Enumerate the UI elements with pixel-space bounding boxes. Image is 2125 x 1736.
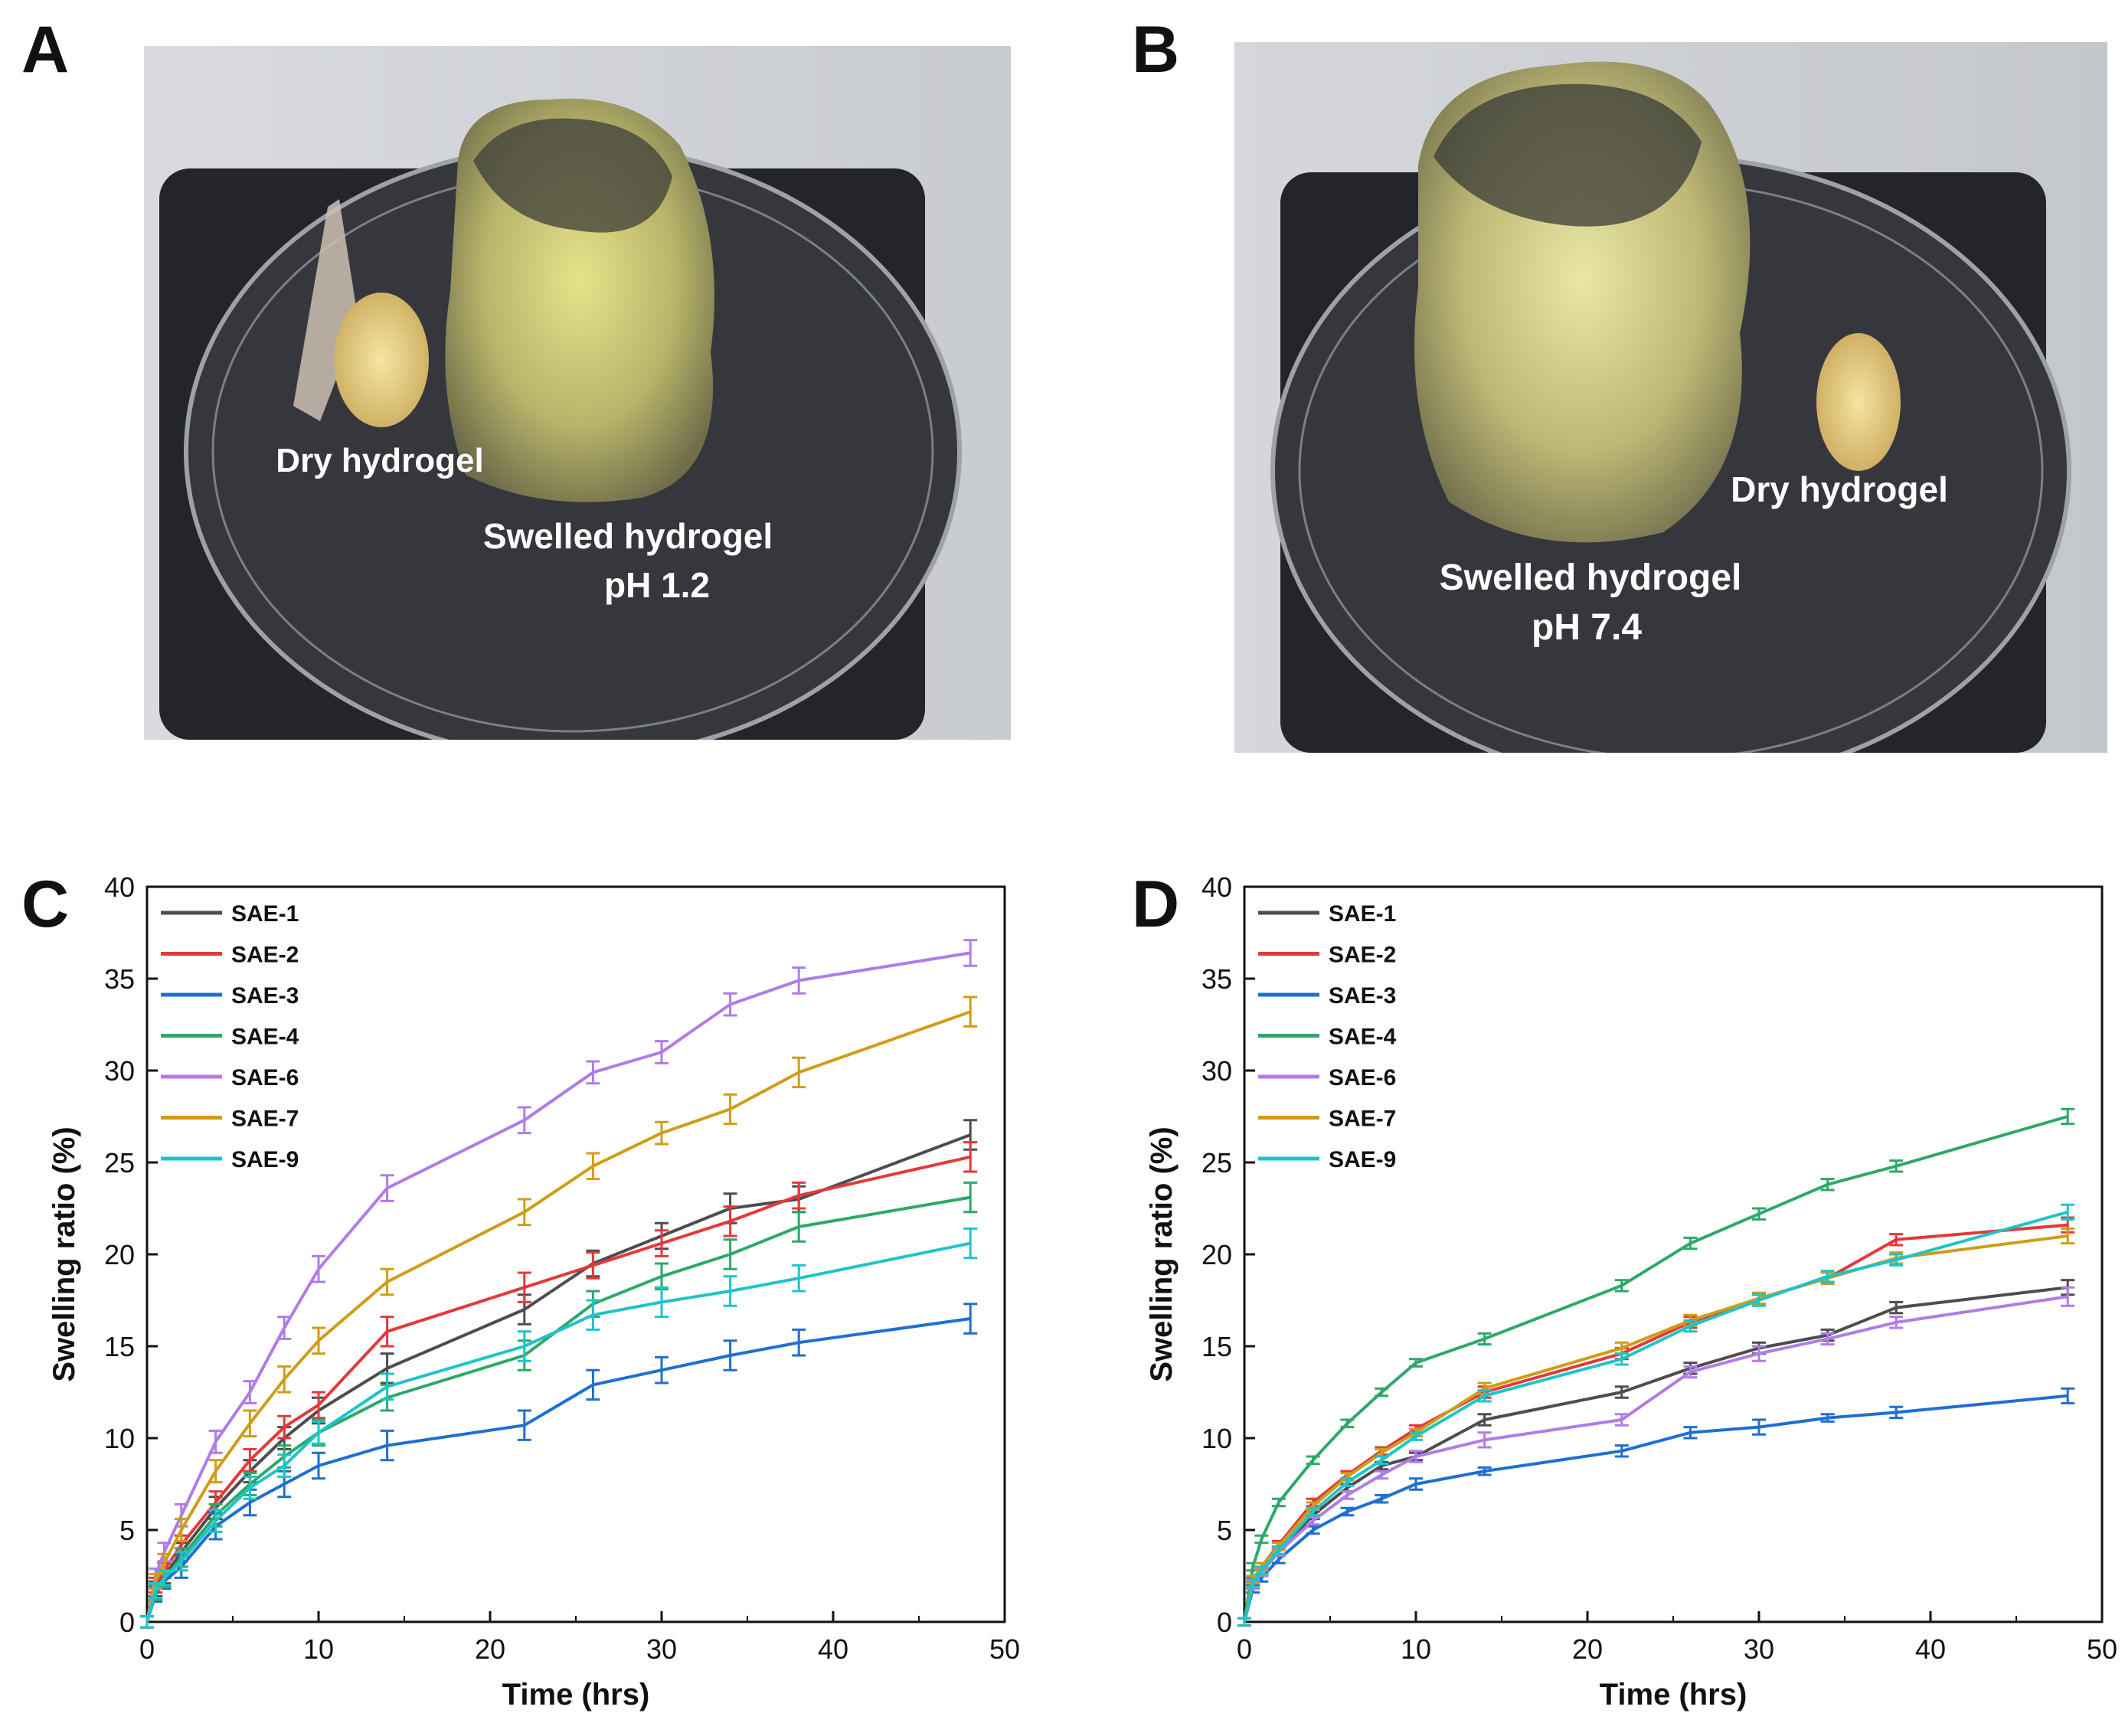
y-tick-label: 35 [1201,963,1232,995]
y-tick-label: 15 [1201,1331,1232,1362]
photo-b-illustration: Dry hydrogel Swelled hydrogel pH 7.4 [1234,42,2107,753]
panel-letter-b: B [1132,13,1180,87]
y-tick-label: 20 [104,1239,135,1270]
x-tick-label: 40 [1915,1633,1946,1665]
x-axis-label: Time (hrs) [1600,1678,1747,1711]
x-tick-label: 10 [303,1633,334,1665]
dry-hydrogel-label: Dry hydrogel [1731,469,1948,509]
x-tick-label: 10 [1401,1633,1431,1665]
y-axis-label: Swelling ratio (%) [47,1126,81,1381]
x-tick-label: 0 [139,1633,155,1665]
ph-label: pH 7.4 [1532,607,1642,648]
dry-hydrogel-label: Dry hydrogel [276,442,483,479]
y-tick-label: 40 [1201,871,1232,903]
x-tick-label: 30 [646,1633,677,1665]
photo-a: Dry hydrogel Swelled hydrogel pH 1.2 [144,46,1011,740]
y-tick-label: 40 [104,871,135,903]
legend-label-sae-1: SAE-1 [1329,901,1396,927]
legend-label-sae-6: SAE-6 [231,1065,299,1090]
legend-label-sae-4: SAE-4 [231,1025,299,1050]
series-line-sae-3 [1243,1394,2068,1623]
y-tick-label: 5 [1217,1515,1232,1546]
x-tick-label: 20 [475,1633,505,1665]
dry-hydrogel-piece [334,293,429,427]
y-tick-label: 10 [104,1423,135,1454]
x-tick-label: 0 [1237,1633,1252,1665]
y-tick-label: 35 [104,963,135,995]
x-tick-label: 50 [989,1633,1020,1665]
legend-label-sae-1: SAE-1 [231,901,299,927]
swelled-hydrogel-label: Swelled hydrogel [483,516,773,556]
y-tick-label: 0 [1217,1607,1232,1638]
series-line-sae-9 [1243,1210,2068,1623]
y-tick-label: 10 [1201,1423,1232,1454]
y-tick-label: 0 [119,1607,135,1638]
legend-label-sae-4: SAE-4 [1329,1025,1397,1050]
ph-label: pH 1.2 [604,565,710,605]
legend-label-sae-9: SAE-9 [231,1147,299,1172]
swelled-hydrogel-label: Swelled hydrogel [1440,557,1742,598]
legend-label-sae-7: SAE-7 [231,1107,299,1132]
series-line-sae-2 [1243,1223,2068,1623]
y-axis-label: Swelling ratio (%) [1145,1126,1179,1381]
legend-label-sae-3: SAE-3 [1329,983,1396,1009]
x-tick-label: 30 [1744,1633,1774,1665]
y-tick-label: 25 [104,1147,135,1179]
panel-letter-c: C [21,868,70,941]
photo-a-illustration: Dry hydrogel Swelled hydrogel pH 1.2 [144,46,1011,740]
legend-label-sae-2: SAE-2 [1329,943,1396,968]
x-tick-label: 50 [2087,1633,2117,1665]
y-tick-label: 5 [119,1515,135,1546]
legend-label-sae-7: SAE-7 [1329,1107,1396,1132]
y-tick-label: 15 [104,1331,135,1362]
legend-label-sae-2: SAE-2 [231,943,299,968]
y-tick-label: 25 [1201,1147,1232,1179]
x-tick-label: 40 [818,1633,848,1665]
photo-b: Dry hydrogel Swelled hydrogel pH 7.4 [1234,42,2107,753]
legend-label-sae-6: SAE-6 [1329,1065,1396,1090]
y-tick-label: 30 [1201,1055,1232,1087]
x-tick-label: 20 [1572,1633,1603,1665]
dry-hydrogel-piece [1816,333,1901,471]
panel-letter-a: A [21,13,70,87]
series-line-sae-4 [1243,1115,2068,1623]
panel-letter-d: D [1132,868,1180,941]
y-tick-label: 20 [1201,1239,1232,1270]
legend-label-sae-3: SAE-3 [231,983,299,1009]
legend-label-sae-9: SAE-9 [1329,1147,1396,1172]
x-axis-label: Time (hrs) [502,1678,650,1711]
y-tick-label: 30 [104,1055,135,1087]
series-line-sae-7 [1243,1234,2068,1623]
